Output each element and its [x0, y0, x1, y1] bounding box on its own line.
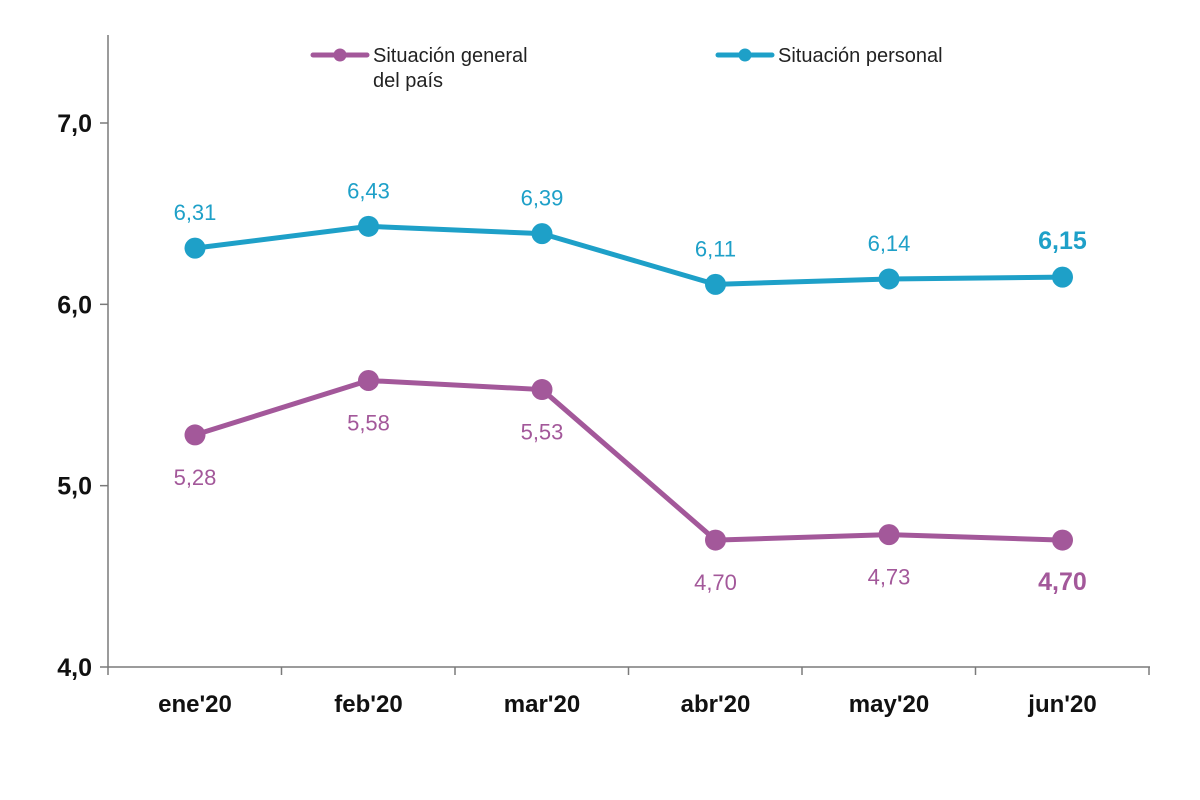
data-label: 6,39: [521, 186, 564, 211]
series-2: [184, 215, 1073, 295]
legend-label: Situación general: [373, 45, 528, 67]
data-point: [358, 215, 379, 237]
data-point: [184, 424, 206, 446]
data-point: [358, 369, 379, 391]
legend-label: del país: [373, 70, 443, 92]
x-tick-label: jun'20: [1027, 691, 1096, 718]
series-line: [192, 377, 1065, 543]
data-label: 6,11: [695, 236, 736, 261]
legend-entry: Situación general del país: [310, 45, 528, 92]
y-tick-label: 6,0: [57, 291, 92, 319]
y-axis-ticks: 4,0 5,0 6,0 7,0: [57, 110, 108, 682]
series-line: [192, 223, 1065, 287]
series-layer: [184, 215, 1073, 551]
data-point: [705, 273, 726, 295]
data-label: 5,28: [174, 465, 217, 490]
data-label: 6,43: [347, 178, 390, 203]
x-tick-label: may'20: [849, 691, 929, 718]
data-label: 5,53: [521, 420, 564, 445]
data-point: [878, 268, 900, 290]
x-tick-label: mar'20: [504, 691, 580, 718]
data-label: 4,73: [868, 565, 911, 590]
data-label: 6,31: [174, 200, 217, 225]
x-axis-ticks: ene'20 feb'20 mar'20 abr'20 may'20 jun'20: [107, 667, 1150, 718]
legend-label: Situación personal: [778, 45, 943, 67]
legend: Situación general del país Situación perso…: [310, 45, 943, 92]
y-tick-label: 5,0: [57, 473, 92, 501]
data-label: 6,15: [1038, 227, 1087, 255]
data-label: 4,70: [694, 570, 737, 595]
data-point: [184, 237, 206, 259]
data-point: [1052, 266, 1073, 288]
data-labels-layer: 5,28 5,58 5,53 4,70 4,73 4,70 6,31 6,43 6,39 6,11…: [174, 178, 1087, 596]
y-tick-label: 7,0: [57, 110, 92, 138]
axes: [107, 35, 1150, 668]
x-tick-label: abr'20: [681, 691, 751, 718]
x-tick-label: feb'20: [334, 691, 402, 718]
data-point: [531, 223, 553, 245]
data-point: [531, 379, 553, 401]
data-label: 5,58: [347, 410, 390, 435]
legend-swatch-marker: [738, 48, 752, 62]
data-label: 4,70: [1038, 568, 1087, 596]
data-point: [1052, 529, 1073, 551]
legend-swatch-marker: [333, 48, 347, 62]
legend-entry: Situación personal: [715, 45, 943, 67]
y-tick-label: 4,0: [57, 654, 92, 682]
x-tick-label: ene'20: [158, 691, 232, 718]
data-point: [705, 529, 726, 551]
series-1: [184, 369, 1073, 551]
data-point: [878, 524, 900, 546]
data-label: 6,14: [868, 231, 911, 256]
